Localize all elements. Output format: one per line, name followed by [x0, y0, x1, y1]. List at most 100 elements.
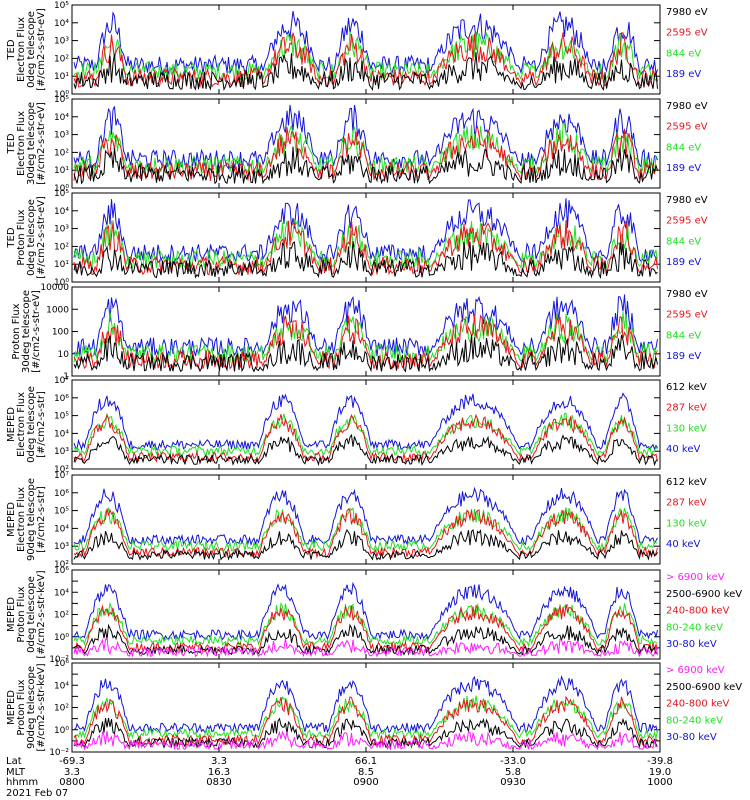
- series-trace-blue: [73, 198, 658, 265]
- legend-entry: 7980 eV: [666, 195, 708, 206]
- xrow-label-hhmm: hhmm: [6, 777, 38, 788]
- xtick-label-mlt: 3.3: [64, 767, 80, 778]
- xtick-label-lat: -39.8: [647, 756, 673, 767]
- ytick-label: 10⁰: [54, 90, 69, 100]
- ytick-label: 10²: [54, 560, 69, 570]
- legend-entry: 40 keV: [666, 539, 700, 550]
- legend-entry: 844 eV: [666, 330, 701, 341]
- ylabel-line: Electron Flux: [16, 487, 27, 552]
- legend-entry: 189 eV: [666, 257, 701, 268]
- legend-entry: 287 keV: [666, 403, 707, 414]
- ylabel-line: 90deg telescope: [26, 666, 37, 749]
- legend-entry: 612 keV: [666, 382, 707, 393]
- ytick-label: 10²: [54, 611, 69, 621]
- ytick-label: 10³: [54, 447, 69, 457]
- ytick-label: 10²: [54, 465, 69, 475]
- legend-entry: 240-800 keV: [666, 699, 730, 710]
- xtick-label-hhmm: 0930: [500, 777, 525, 788]
- ytick-label: 10⁵: [54, 507, 69, 517]
- series-trace-red: [73, 413, 658, 464]
- ylabel-line: [#/cm2-s-str-eV]: [31, 290, 42, 373]
- legend-entry: 2500-6900 keV: [666, 682, 742, 693]
- ytick-label: 10²: [54, 704, 69, 714]
- ytick-label: 10¹: [54, 260, 69, 270]
- series-trace-green: [73, 695, 658, 740]
- ylabel-line: TED: [6, 133, 17, 154]
- ylabel-line: [#/cm2-s-str-eV]: [36, 102, 47, 185]
- ytick-label: 10⁴: [54, 19, 69, 29]
- ylabel-line: Proton Flux: [11, 303, 22, 359]
- series-trace-blue: [73, 104, 658, 170]
- series-trace-black: [73, 433, 658, 467]
- panel-6: 10² 10³ 10⁴ 10⁵ 10⁶ 10⁷ MEPED Electron Flux 90de…: [6, 471, 707, 570]
- ytick-label: 10000: [40, 283, 69, 293]
- xtick-label-mlt: 19.0: [649, 767, 671, 778]
- legend-entry: 844 eV: [666, 142, 701, 153]
- series-trace-blue: [73, 294, 658, 358]
- ylabel-line: MEPED: [6, 597, 17, 632]
- ytick-label: 10³: [54, 37, 69, 47]
- series-trace-green: [73, 412, 658, 458]
- panel-2: 10⁰ 10¹ 10² 10³ 10⁴ 10⁵ TED Electron Flux 30deg …: [6, 95, 708, 194]
- ytick-label: 10³: [54, 225, 69, 235]
- panel-3: 10⁰ 10¹ 10² 10³ 10⁴ 10⁵ TED Proton Flux 0deg tel…: [6, 189, 708, 288]
- legend-entry: 844 eV: [666, 236, 701, 247]
- panel-5: 10² 10³ 10⁴ 10⁵ 10⁶ 10⁷ MEPED Electron Flux 0deg…: [6, 376, 707, 475]
- panel-7: 10⁻² 10⁰ 10² 10⁴ 10⁶ MEPED Proton Flux 0deg tel…: [6, 566, 742, 665]
- series-trace-magenta: [73, 730, 658, 751]
- panel-1: 10⁰ 10¹ 10² 10³ 10⁴ 10⁵ TED Electron Flux 0deg t…: [6, 1, 708, 100]
- ytick-label: 1: [63, 372, 69, 382]
- legend-entry: 130 keV: [666, 423, 707, 434]
- xtick-label-lat: -69.3: [59, 756, 85, 767]
- legend-entry: 2500-6900 keV: [666, 589, 742, 600]
- legend-entry: 189 eV: [666, 163, 701, 174]
- ytick-label: 10⁷: [54, 471, 69, 481]
- ylabel-line: MEPED: [6, 502, 17, 537]
- ytick-label: 10⁵: [54, 189, 69, 199]
- series-trace-black: [73, 334, 658, 373]
- ylabel-line: [#/cm2-s-str-keV]: [36, 570, 47, 658]
- ylabel-line: Electron Flux: [16, 17, 27, 82]
- xtick-label-mlt: 5.8: [505, 767, 521, 778]
- panels: 10⁰ 10¹ 10² 10³ 10⁴ 10⁵ TED Electron Flux 0deg t…: [6, 1, 742, 758]
- legend-entry: 287 keV: [666, 498, 707, 509]
- xtick-label-lat: 66.1: [355, 756, 377, 767]
- ytick-label: 10²: [54, 54, 69, 64]
- ylabel-line: Proton Flux: [16, 586, 27, 642]
- xtick-label-lat: -33.0: [500, 756, 526, 767]
- series-trace-black: [73, 240, 658, 280]
- series-trace-black: [73, 717, 658, 749]
- legend-entry: > 6900 keV: [666, 665, 725, 676]
- legend-entry: 80-240 keV: [666, 715, 723, 726]
- ytick-label: 10⁶: [54, 566, 69, 576]
- ytick-label: 10⁴: [54, 429, 69, 439]
- ytick-label: 10⁵: [54, 95, 69, 105]
- ytick-label: 10⁴: [54, 588, 69, 598]
- ylabel-line: 0deg telescope: [26, 576, 37, 653]
- ytick-label: 10⁶: [54, 394, 69, 404]
- series-trace-green: [73, 218, 658, 270]
- ytick-label: 10¹: [54, 72, 69, 82]
- ytick-label: 10⁴: [54, 681, 69, 691]
- series-trace-blue: [73, 11, 658, 77]
- ytick-label: 10⁵: [54, 1, 69, 11]
- ytick-label: 10⁶: [54, 659, 69, 669]
- ylabel-line: Electron Flux: [16, 392, 27, 457]
- ylabel-line: [#/cm2-s-str]: [36, 391, 47, 458]
- series-trace-red: [73, 125, 658, 182]
- legend-entry: 2595 eV: [666, 310, 708, 321]
- ytick-label: 10⁴: [54, 113, 69, 123]
- ytick-label: 10⁶: [54, 489, 69, 499]
- ytick-label: 10⁷: [54, 376, 69, 386]
- ylabel-line: 30deg telescope: [21, 290, 32, 373]
- series-trace-red: [73, 32, 658, 88]
- ytick-label: 10¹: [54, 166, 69, 176]
- series-trace-red: [73, 695, 658, 747]
- ylabel-line: [#/cm2-s-str-keV]: [36, 663, 47, 751]
- panel-4: 1 10 100 1000 10000 Proton Flux 30deg telescop…: [11, 283, 708, 382]
- ytick-label: 10³: [54, 542, 69, 552]
- xtick-label-hhmm: 0900: [353, 777, 378, 788]
- ylabel-line: MEPED: [6, 690, 17, 725]
- xtick-label-hhmm: 1000: [647, 777, 672, 788]
